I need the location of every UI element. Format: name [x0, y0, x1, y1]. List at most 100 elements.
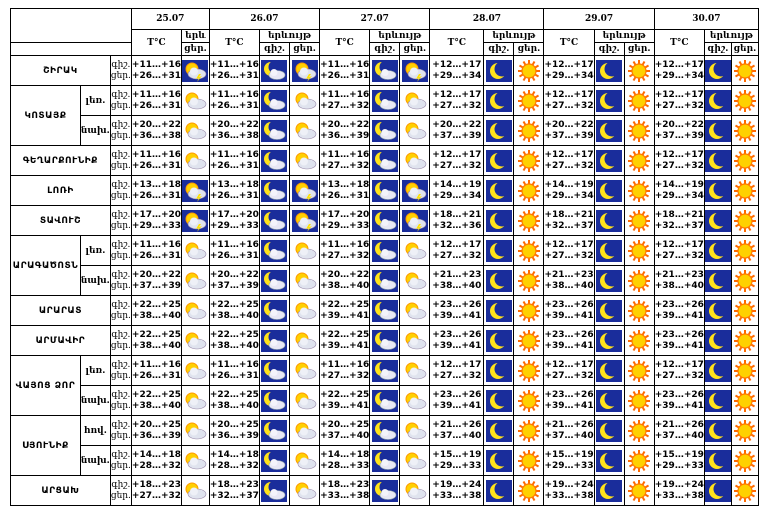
- tc-header: T°C: [319, 29, 371, 56]
- temperature-cell: +22…+25 +39…+41: [319, 295, 371, 326]
- night-temp: +11…+16: [320, 59, 370, 70]
- day-temp: +29…+34: [544, 70, 594, 81]
- day-temp: +27…+32: [131, 490, 182, 501]
- night-temp: +22…+25: [320, 329, 370, 340]
- day-temp: +37…+40: [654, 430, 704, 441]
- day-temp: +27…+32: [320, 100, 370, 111]
- region-name: ԳԵՂԱՐՔՈՒՆԻՔ: [10, 145, 111, 176]
- moon-cloud-icon: [258, 145, 291, 176]
- temperature-cell: +20…+22 +36…+38: [208, 115, 260, 146]
- night-temp: +14…+18: [131, 449, 182, 460]
- moon-icon: [483, 295, 515, 326]
- temperature-cell: +12…+17 +27…+32: [543, 235, 595, 266]
- night-temp: +20…+22: [544, 119, 594, 130]
- night-temp: +20…+22: [320, 269, 370, 280]
- night-temp: +22…+25: [320, 299, 370, 310]
- partly-cloudy-icon: [399, 385, 431, 416]
- night-label: գիշ.: [111, 479, 131, 490]
- night-temp: +20…+22: [131, 269, 182, 280]
- night-temp: +22…+25: [209, 329, 259, 340]
- moon-cloud-icon: [369, 115, 401, 146]
- moon-cloud-icon: [258, 55, 291, 86]
- night-label: գիշ.: [111, 419, 131, 430]
- temperature-cell: +11…+16 +26…+31: [208, 145, 260, 176]
- moon-icon: [703, 235, 732, 266]
- day-label: ցեր.: [110, 430, 131, 441]
- sun-icon: [513, 415, 545, 446]
- sun-icon: [623, 55, 655, 86]
- tc-header: T°C: [653, 29, 705, 56]
- day-subheader: ցեր.: [399, 42, 431, 56]
- moon-icon: [483, 325, 515, 356]
- day-temp: +37…+39: [131, 280, 182, 291]
- moon-icon: [593, 355, 625, 386]
- night-temp: +12…+17: [654, 239, 704, 250]
- temperature-cell: +20…+25 +37…+40: [319, 415, 371, 446]
- tc-header: T°C: [543, 29, 595, 56]
- date-header: 26.07: [208, 8, 321, 30]
- night-temp: +11…+16: [320, 359, 370, 370]
- thunderstorm-icon: [181, 175, 210, 206]
- day-temp: +39…+41: [432, 310, 482, 321]
- region-name: ԱՐՑԱԽ: [10, 475, 111, 506]
- day-temp: +33…+38: [654, 490, 704, 501]
- temperature-cell: +11…+16 +26…+31: [208, 55, 260, 86]
- night-label: գիշ.: [111, 449, 131, 460]
- partly-cloudy-icon: [181, 115, 210, 146]
- temperature-cell: +21…+26 +37…+40: [543, 415, 595, 446]
- moon-icon: [593, 385, 625, 416]
- temperature-cell: +23…+26 +39…+41: [429, 385, 485, 416]
- day-temp: +37…+40: [432, 430, 482, 441]
- sun-icon: [623, 295, 655, 326]
- moon-icon: [703, 145, 732, 176]
- day-temp: +26…+31: [320, 70, 370, 81]
- temperature-cell: +12…+17 +27…+32: [543, 355, 595, 386]
- moon-icon: [703, 385, 732, 416]
- moon-cloud-icon: [369, 265, 401, 296]
- temperature-cell: +23…+26 +39…+41: [543, 325, 595, 356]
- moon-icon: [703, 205, 732, 236]
- sun-icon: [623, 265, 655, 296]
- moon-icon: [483, 445, 515, 476]
- night-temp: +11…+16: [320, 239, 370, 250]
- night-temp: +23…+26: [544, 329, 594, 340]
- day-temp: +32…+37: [209, 490, 259, 501]
- header-dates-row: 25.07 26.07 27.07 28.07 29.07 30.07: [10, 8, 759, 43]
- temperature-cell: +12…+17 +27…+32: [429, 355, 485, 386]
- day-label: ցեր.: [110, 70, 131, 81]
- temperature-cell: +11…+16 +27…+32: [319, 355, 371, 386]
- moon-icon: [483, 385, 515, 416]
- moon-cloud-icon: [369, 55, 401, 86]
- day-temp: +39…+41: [544, 340, 594, 351]
- night-subheader: գիշ.: [483, 42, 515, 56]
- partly-cloudy-icon: [289, 295, 321, 326]
- sun-icon: [623, 175, 655, 206]
- night-temp: +22…+25: [131, 389, 182, 400]
- partly-cloudy-icon: [181, 235, 210, 266]
- region-row: նախ. գիշ. ցեր. +14…+18 +28…+32 +14…+18 +28…+32…: [11, 445, 759, 476]
- region-name: ՎԱՅՈՑ ՁՈՐ: [10, 355, 81, 416]
- phenomenon-header: երևույթ: [369, 29, 431, 43]
- night-temp: +11…+16: [320, 149, 370, 160]
- temperature-cell: +23…+26 +39…+41: [543, 295, 595, 326]
- night-temp: +12…+17: [432, 59, 482, 70]
- region-name: ԱՐՄԱՎԻՐ: [10, 325, 111, 356]
- partly-cloudy-icon: [399, 355, 431, 386]
- temperature-cell: +15…+19 +29…+33: [653, 445, 705, 476]
- sun-icon: [730, 295, 759, 326]
- sun-icon: [623, 445, 655, 476]
- temperature-cell: +23…+26 +39…+41: [429, 325, 485, 356]
- night-temp: +18…+23: [320, 479, 370, 490]
- temperature-cell: +14…+19 +29…+34: [429, 175, 485, 206]
- night-temp: +20…+22: [131, 119, 182, 130]
- partly-cloudy-icon: [289, 115, 321, 146]
- partly-cloudy-icon: [289, 145, 321, 176]
- temperature-cell: +13…+18 +26…+31: [208, 175, 260, 206]
- moon-cloud-icon: [369, 475, 401, 506]
- night-temp: +12…+17: [544, 89, 594, 100]
- day-temp: +38…+40: [654, 280, 704, 291]
- temperature-cell: +20…+22 +37…+39: [429, 115, 485, 146]
- day-label: ցեր.: [110, 220, 131, 231]
- day-temp: +39…+41: [320, 310, 370, 321]
